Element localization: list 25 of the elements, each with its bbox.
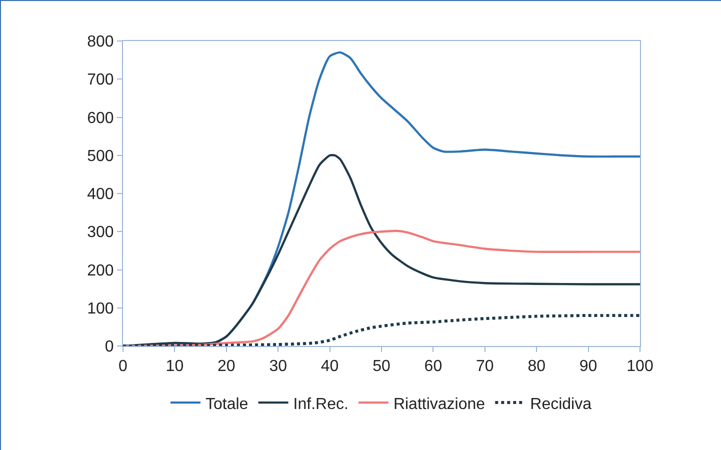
x-tick-label: 10 <box>166 358 184 376</box>
x-tick-label: 20 <box>218 358 236 376</box>
y-tick-label: 700 <box>87 72 114 89</box>
y-tick-label: 400 <box>87 186 114 204</box>
x-tick-label: 100 <box>626 358 654 376</box>
y-tick-label: 600 <box>87 110 114 127</box>
x-tick-label: 90 <box>579 358 598 376</box>
y-tick-label: 0 <box>104 338 114 356</box>
y-tick-label: 300 <box>87 224 114 242</box>
y-tick-label: 200 <box>87 262 114 280</box>
x-tick-label: 70 <box>476 358 494 376</box>
x-tick-label: 0 <box>118 358 128 376</box>
y-tick-label: 500 <box>87 148 114 165</box>
x-tick-label: 80 <box>528 358 546 376</box>
y-tick-label: 800 <box>87 34 114 51</box>
y-tick-label: 100 <box>87 300 114 318</box>
legend-label: Totale <box>206 396 248 413</box>
legend-label: Riattivazione <box>393 396 486 413</box>
line-series <box>123 230 640 346</box>
legend-label: Inf.Rec. <box>293 396 348 413</box>
legend-label: Recidiva <box>530 396 592 413</box>
x-tick-label: 60 <box>424 358 442 376</box>
x-tick-label: 50 <box>372 358 390 376</box>
x-tick-label: 30 <box>269 358 288 376</box>
x-tick-label: 40 <box>320 358 339 376</box>
